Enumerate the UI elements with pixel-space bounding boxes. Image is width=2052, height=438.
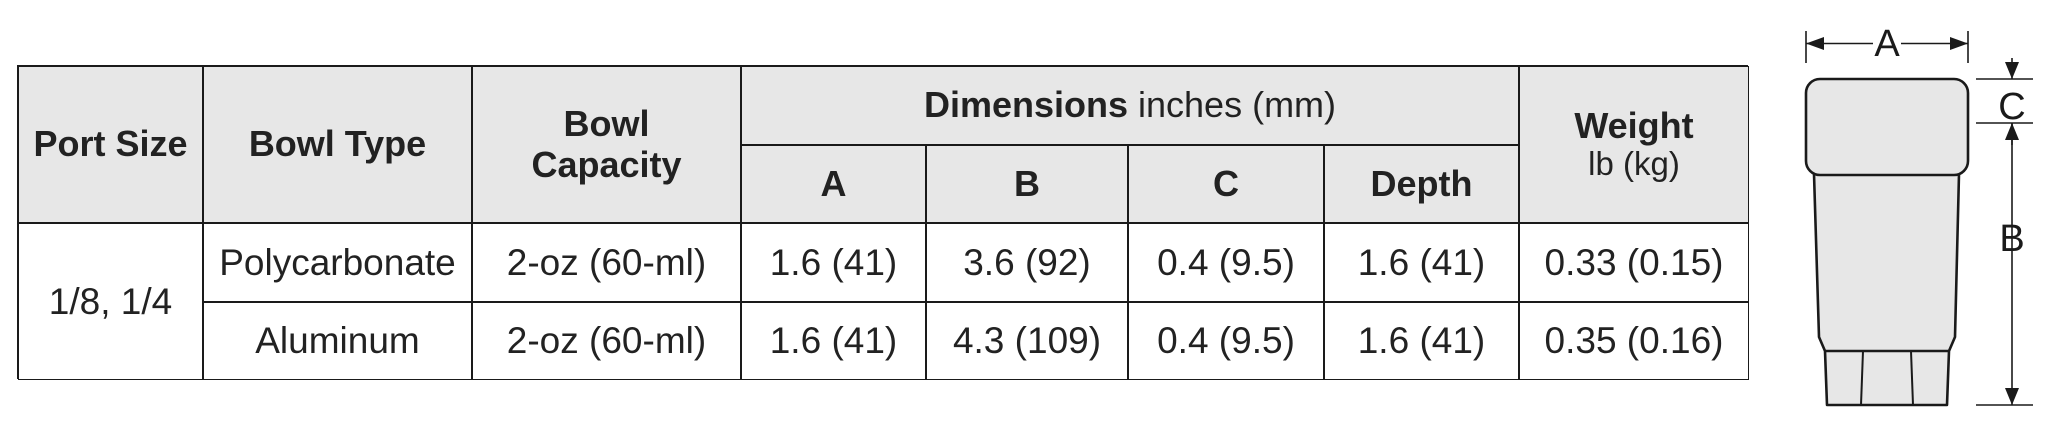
svg-text:B: B — [1999, 218, 2024, 260]
svg-text:C: C — [1998, 86, 2025, 128]
svg-text:A: A — [1874, 23, 1900, 65]
